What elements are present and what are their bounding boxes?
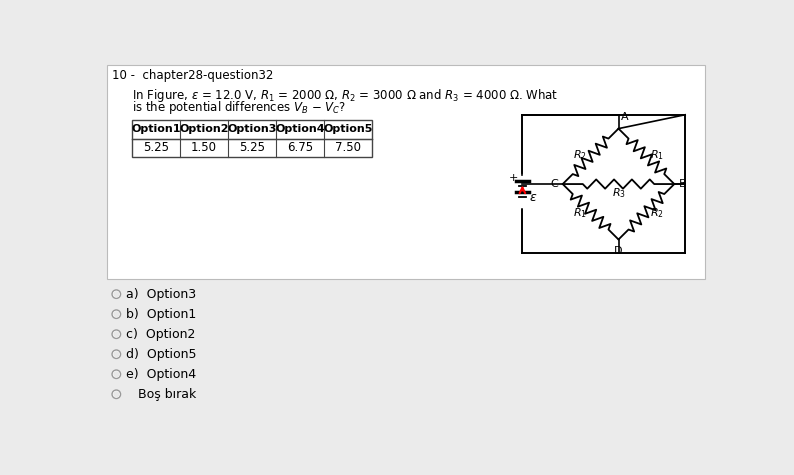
Text: $R_2$: $R_2$ [572, 148, 587, 162]
Text: $R_2$: $R_2$ [650, 207, 665, 220]
Circle shape [114, 311, 119, 317]
Text: 5.25: 5.25 [143, 142, 169, 154]
Text: 6.75: 6.75 [287, 142, 313, 154]
Text: In Figure, $\varepsilon$ = 12.0 V, $R_1$ = 2000 $\Omega$, $R_2$ = 3000 $\Omega$ : In Figure, $\varepsilon$ = 12.0 V, $R_1$… [132, 87, 558, 104]
Circle shape [112, 370, 121, 379]
Text: c)  Option2: c) Option2 [126, 328, 196, 341]
Circle shape [114, 371, 119, 377]
Text: 7.50: 7.50 [335, 142, 361, 154]
Text: is the potential differences $V_B$ $-$ $V_C$?: is the potential differences $V_B$ $-$ $… [132, 99, 346, 116]
Text: Option3: Option3 [227, 124, 276, 134]
Text: A: A [621, 113, 628, 123]
Text: b)  Option1: b) Option1 [126, 308, 197, 321]
Circle shape [114, 351, 119, 357]
Text: e)  Option4: e) Option4 [126, 368, 196, 381]
Text: 1.50: 1.50 [191, 142, 217, 154]
Circle shape [114, 331, 119, 337]
Circle shape [112, 330, 121, 338]
Text: B: B [679, 179, 687, 189]
Text: Option5: Option5 [323, 124, 372, 134]
Text: +: + [509, 173, 518, 183]
Text: Option2: Option2 [179, 124, 229, 134]
Bar [518, 107, 697, 261]
Circle shape [112, 310, 121, 318]
Text: $R_1$: $R_1$ [650, 148, 665, 162]
Circle shape [112, 390, 121, 399]
Text: a)  Option3: a) Option3 [126, 288, 196, 301]
Text: 10 -  chapter28-question32: 10 - chapter28-question32 [112, 69, 273, 82]
Bar [132, 120, 372, 157]
Text: C: C [550, 179, 558, 189]
Text: d)  Option5: d) Option5 [126, 348, 197, 361]
Text: Option1: Option1 [131, 124, 180, 134]
Circle shape [112, 290, 121, 298]
Circle shape [114, 291, 119, 297]
Text: $R_3$: $R_3$ [611, 186, 626, 200]
Text: Boş bırak: Boş bırak [126, 388, 197, 401]
Text: Option4: Option4 [276, 124, 325, 134]
Circle shape [114, 391, 119, 398]
Text: $\varepsilon$: $\varepsilon$ [529, 191, 537, 204]
Text: 5.25: 5.25 [239, 142, 265, 154]
Text: D: D [615, 246, 622, 256]
Bar [107, 65, 705, 279]
Circle shape [112, 350, 121, 359]
Text: $R_1$: $R_1$ [572, 207, 587, 220]
